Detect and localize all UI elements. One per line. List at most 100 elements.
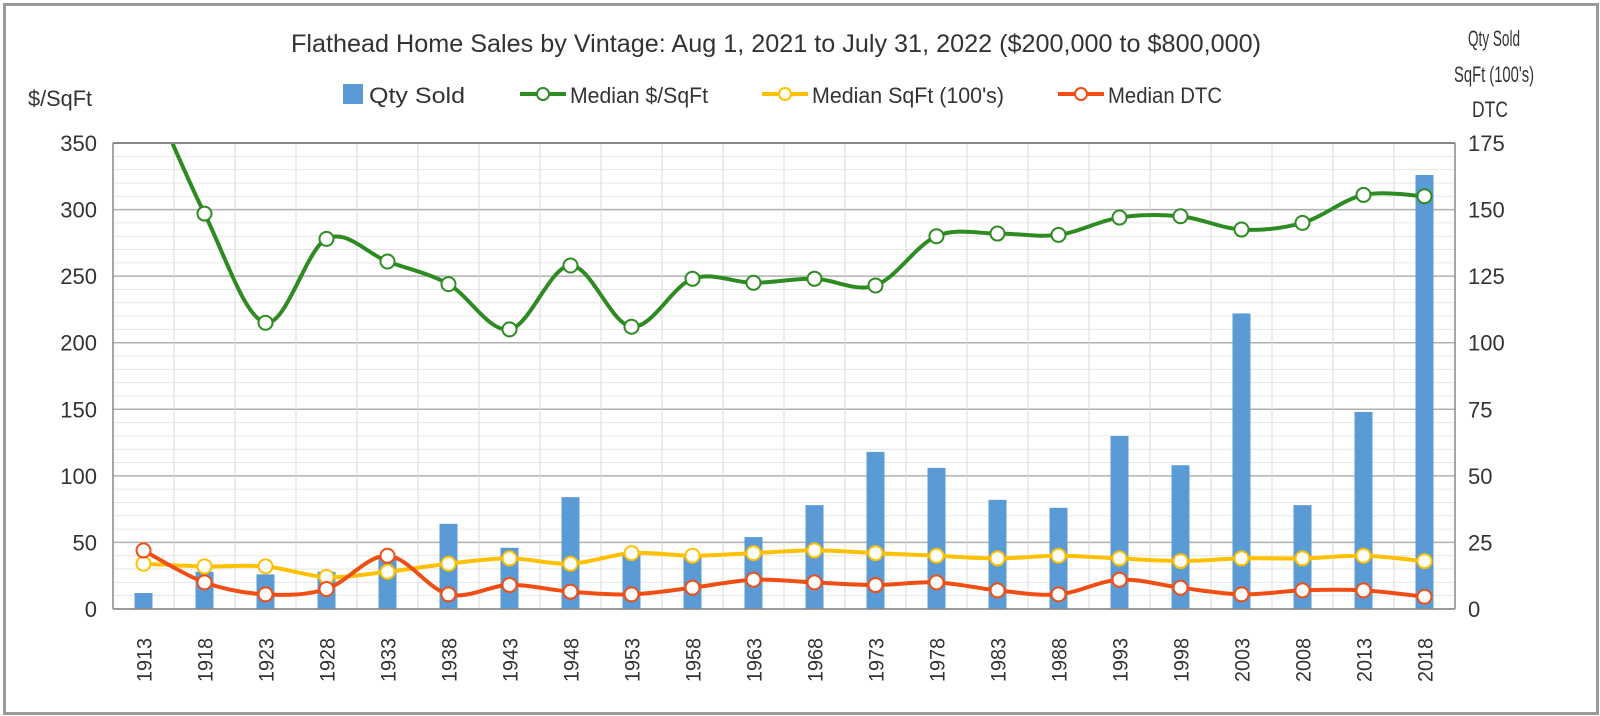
x-tick-label: 1938 <box>439 638 462 682</box>
marker-median-sqft-100-s <box>135 555 152 572</box>
marker-median-sqft <box>379 253 396 270</box>
bar-qty-sold <box>561 497 580 609</box>
x-tick-label: 1913 <box>134 638 157 682</box>
left-tick-label: 200 <box>60 331 97 356</box>
marker-median-dtc <box>623 586 640 603</box>
legend-label-price: Median $/SqFt <box>570 83 708 108</box>
marker-median-sqft <box>1294 214 1311 231</box>
left-tick-label: 300 <box>60 198 97 223</box>
x-tick-label: 1983 <box>988 638 1011 682</box>
marker-median-dtc <box>989 582 1006 599</box>
legend-marker-dtc <box>1074 87 1088 101</box>
right-axis-label-dtc: DTC <box>1472 97 1508 122</box>
marker-median-sqft-100-s <box>745 545 762 562</box>
marker-median-sqft <box>257 314 274 331</box>
marker-median-sqft-100-s <box>1111 550 1128 567</box>
marker-median-sqft <box>989 225 1006 242</box>
x-tick-label: 1973 <box>866 638 889 682</box>
marker-median-sqft-100-s <box>562 555 579 572</box>
right-tick-label: 50 <box>1468 464 1492 489</box>
marker-median-sqft-100-s <box>989 550 1006 567</box>
marker-median-dtc <box>1233 586 1250 603</box>
bar-qty-sold <box>134 593 153 609</box>
x-tick-label: 1963 <box>744 638 767 682</box>
marker-median-sqft-100-s <box>379 563 396 580</box>
marker-median-sqft-100-s <box>1172 553 1189 570</box>
marker-median-sqft-100-s <box>806 542 823 559</box>
marker-median-sqft <box>1111 209 1128 226</box>
right-axis-label-qty: Qty Sold <box>1468 26 1520 51</box>
x-tick-label: 1993 <box>1110 638 1133 682</box>
marker-median-dtc <box>745 571 762 588</box>
marker-median-dtc <box>257 586 274 603</box>
bar-qty-sold <box>1232 313 1251 609</box>
x-tick-label: 1918 <box>195 638 218 682</box>
x-tick-label: 1988 <box>1049 638 1072 682</box>
left-tick-label: 150 <box>60 397 97 422</box>
legend-marker-sqft <box>778 87 792 101</box>
marker-median-dtc <box>684 579 701 596</box>
right-axis-label-sqft: SqFt (100's) <box>1454 62 1534 87</box>
left-axis-label: $/SqFt <box>28 86 92 111</box>
x-tick-label: 1953 <box>622 638 645 682</box>
marker-median-sqft <box>928 228 945 245</box>
marker-median-sqft <box>623 318 640 335</box>
marker-median-sqft-100-s <box>1233 550 1250 567</box>
left-tick-label: 50 <box>73 530 97 555</box>
bar-qty-sold <box>866 451 885 609</box>
marker-median-sqft-100-s <box>440 555 457 572</box>
marker-median-sqft <box>137 69 151 83</box>
line-median-dtc <box>142 548 1425 599</box>
marker-median-sqft <box>867 277 884 294</box>
right-tick-label: 175 <box>1468 131 1505 156</box>
right-tick-label: 125 <box>1468 264 1505 289</box>
legend-swatch-qty-sold <box>343 84 363 104</box>
marker-median-dtc <box>1355 582 1372 599</box>
bar-qty-sold <box>1415 174 1434 609</box>
marker-median-sqft-100-s <box>623 545 640 562</box>
right-tick-label: 100 <box>1468 331 1505 356</box>
x-tick-label: 2018 <box>1415 638 1438 682</box>
x-tick-label: 2003 <box>1232 638 1255 682</box>
marker-median-dtc <box>1416 588 1433 605</box>
right-tick-label: 25 <box>1468 530 1492 555</box>
legend-label-sqft: Median SqFt (100's) <box>812 83 1004 108</box>
left-tick-label: 100 <box>60 464 97 489</box>
marker-median-sqft <box>1172 208 1189 225</box>
x-tick-label: 1943 <box>500 638 523 682</box>
right-tick-label: 150 <box>1468 198 1505 223</box>
right-tick-label: 0 <box>1468 597 1480 622</box>
marker-median-sqft <box>1050 226 1067 243</box>
x-tick-label: 1998 <box>1171 638 1194 682</box>
marker-median-dtc <box>867 577 884 594</box>
marker-median-dtc <box>440 586 457 603</box>
marker-median-sqft <box>1233 221 1250 238</box>
marker-median-dtc <box>196 574 213 591</box>
marker-median-sqft <box>806 270 823 287</box>
x-tick-label: 2008 <box>1293 638 1316 682</box>
marker-median-sqft-100-s <box>1050 547 1067 564</box>
marker-median-sqft-100-s <box>1294 550 1311 567</box>
legend-label-qty-sold: Qty Sold <box>369 83 465 108</box>
marker-median-sqft <box>745 274 762 291</box>
chart-title: Flathead Home Sales by Vintage: Aug 1, 2… <box>291 30 1261 58</box>
left-tick-label: 350 <box>60 131 97 156</box>
marker-median-sqft-100-s <box>257 558 274 575</box>
x-tick-label: 1933 <box>378 638 401 682</box>
marker-median-sqft-100-s <box>196 558 213 575</box>
marker-median-dtc <box>928 574 945 591</box>
x-tick-label: 1928 <box>317 638 340 682</box>
marker-median-dtc <box>562 583 579 600</box>
x-tick-label: 1968 <box>805 638 828 682</box>
marker-median-dtc <box>1172 579 1189 596</box>
marker-median-dtc <box>501 577 518 594</box>
marker-median-sqft <box>440 276 457 293</box>
marker-median-dtc <box>135 542 152 559</box>
left-tick-label: 0 <box>85 597 97 622</box>
marker-median-sqft-100-s <box>867 545 884 562</box>
marker-median-sqft <box>562 257 579 274</box>
x-tick-label: 1958 <box>683 638 706 682</box>
marker-median-dtc <box>806 574 823 591</box>
marker-median-sqft <box>501 321 518 338</box>
